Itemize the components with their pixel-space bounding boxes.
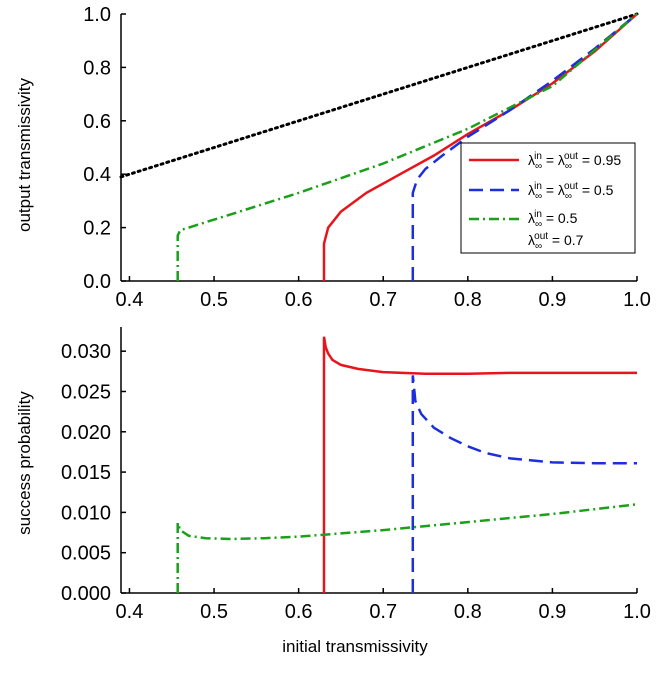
top-series-group: [119, 12, 639, 281]
bottom-x-tick-label: 0.9: [539, 601, 567, 623]
bottom-ticks: 0.4 0.5 0.6 0.7 0.8 0.9 1.0 0.000 0.005 0.010 0.01…: [61, 341, 651, 623]
top-ylabel: output transmissivity: [15, 78, 34, 232]
top-y-tick-label: 0.8: [83, 57, 111, 79]
bottom-x-tick-label: 1.0: [623, 601, 651, 623]
top-x-tick-label: 0.8: [454, 289, 482, 311]
top-y-tick-label: 0.2: [83, 218, 111, 240]
top-ticks: 0.4 0.5 0.6 0.7 0.8 0.9 1.0 0.0 0.2 0.4 0.6 0.8 1.0: [83, 4, 651, 311]
top-x-tick-label: 0.5: [200, 289, 228, 311]
bottom-series-line-dashed: [411, 375, 637, 593]
top-y-tick-label: 0.6: [83, 111, 111, 133]
top-x-tick-label: 0.9: [539, 289, 567, 311]
top-x-tick-label: 0.7: [369, 289, 397, 311]
legend-label-red: λ∞in = λ∞out = 0.95: [528, 151, 621, 172]
legend-label-green-1: λ∞in = 0.5: [528, 209, 578, 230]
bottom-x-tick-label: 0.7: [369, 601, 397, 623]
top-series-line-dashdot: [176, 13, 638, 281]
bottom-series-group: [176, 336, 638, 593]
top-x-tick-label: 1.0: [623, 289, 651, 311]
bottom-series-line-solid: [322, 336, 637, 593]
bottom-x-tick-label: 0.5: [200, 601, 228, 623]
bottom-y-tick-label: 0.020: [61, 422, 111, 444]
bottom-panel: success probability initial transmissivi…: [15, 327, 651, 656]
bottom-axes: [120, 327, 637, 594]
bottom-xlabel: initial transmissivity: [282, 637, 428, 656]
top-x-tick-label: 0.6: [285, 289, 313, 311]
bottom-x-tick-label: 0.6: [285, 601, 313, 623]
top-y-tick-label: 1.0: [83, 4, 111, 26]
legend-label-green-2: λ∞out = 0.7: [528, 231, 584, 252]
bottom-x-tick-label: 0.4: [116, 601, 144, 623]
legend-box: [460, 142, 636, 254]
bottom-series-line-dashdot: [176, 503, 638, 593]
bottom-y-tick-label: 0.030: [61, 341, 111, 363]
top-y-tick-label: 0.0: [83, 271, 111, 293]
bottom-y-tick-label: 0.010: [61, 502, 111, 524]
top-x-tick-label: 0.4: [116, 289, 144, 311]
top-axes: [120, 14, 637, 282]
legend: λ∞in = λ∞out = 0.95 λ∞in = λ∞out = 0.5 λ…: [460, 142, 636, 254]
top-series-line-solid: [322, 13, 638, 281]
top-panel: output transmissivity 0.4 0.5 0.6 0.7 0.8 0.9…: [15, 4, 651, 311]
legend-label-blue: λ∞in = λ∞out = 0.5: [528, 181, 614, 202]
top-series-line-dashed: [411, 13, 638, 281]
bottom-y-tick-label: 0.005: [61, 543, 111, 565]
bottom-ylabel: success probability: [15, 391, 34, 535]
bottom-y-tick-label: 0.015: [61, 462, 111, 484]
top-series-line-dotted: [119, 12, 639, 179]
top-y-tick-label: 0.4: [83, 164, 111, 186]
bottom-y-tick-label: 0.025: [61, 381, 111, 403]
bottom-y-tick-label: 0.000: [61, 583, 111, 605]
bottom-x-tick-label: 0.8: [454, 601, 482, 623]
